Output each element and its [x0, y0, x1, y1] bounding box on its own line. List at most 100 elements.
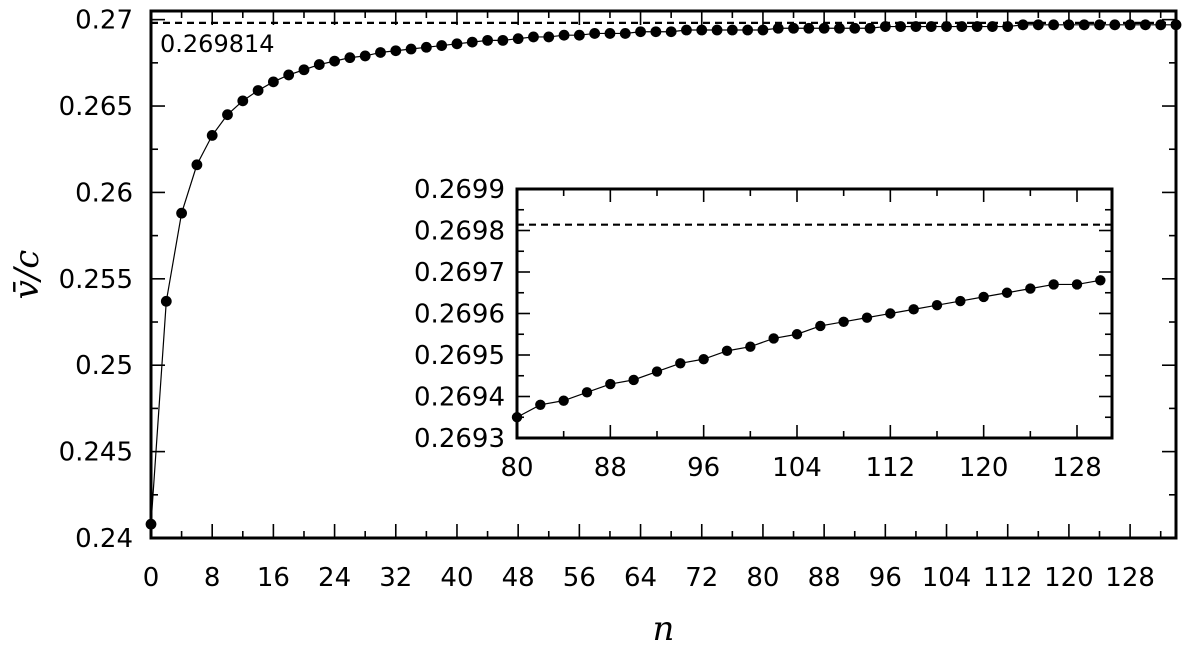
- data-point: [1071, 279, 1083, 290]
- data-point: [558, 395, 569, 406]
- y-tick-label: 0.26: [75, 178, 133, 208]
- data-point: [978, 291, 989, 303]
- data-point: [390, 45, 402, 57]
- data-point: [191, 159, 203, 171]
- data-point: [466, 36, 478, 48]
- data-point: [803, 22, 815, 34]
- data-point: [237, 95, 249, 107]
- data-point: [420, 41, 432, 53]
- y-tick-label: 0.2693: [414, 424, 505, 454]
- y-tick-label: 0.2699: [414, 175, 505, 205]
- data-point: [589, 28, 601, 39]
- data-point: [698, 353, 709, 365]
- data-point: [1095, 275, 1106, 286]
- data-point: [344, 52, 356, 64]
- main-tick-labels: 0 8 16 24 32 40 48 56 64 72 80 88 96 104 112 120 128 0.24…: [59, 6, 1155, 593]
- data-point: [573, 29, 585, 41]
- data-point: [711, 24, 723, 36]
- x-tick-label: 64: [624, 563, 657, 593]
- data-point: [1048, 279, 1059, 290]
- y-tick-label: 0.24: [75, 524, 133, 554]
- x-tick-label: 0: [143, 563, 160, 593]
- x-tick-label: 40: [440, 563, 473, 593]
- data-point: [1032, 19, 1044, 31]
- data-point: [558, 29, 570, 41]
- x-tick-label: 16: [257, 563, 290, 593]
- data-point: [1109, 19, 1121, 31]
- reference-value-label: 0.269814: [160, 30, 275, 58]
- inset-data-points: [511, 275, 1106, 423]
- data-point: [619, 28, 631, 39]
- data-point: [359, 50, 371, 62]
- data-point: [742, 24, 754, 36]
- data-point: [757, 24, 769, 36]
- data-point: [768, 333, 779, 344]
- data-point: [436, 40, 448, 51]
- data-point: [160, 295, 172, 307]
- data-point: [864, 22, 876, 34]
- data-point: [313, 59, 325, 70]
- x-tick-label: 104: [772, 453, 822, 483]
- x-tick-label: 72: [685, 563, 718, 593]
- data-point: [1140, 19, 1151, 31]
- data-point: [861, 312, 873, 323]
- data-point: [834, 22, 845, 34]
- data-point: [791, 329, 803, 340]
- x-tick-label: 80: [500, 453, 533, 483]
- data-point: [1078, 19, 1090, 31]
- data-point: [1155, 19, 1167, 31]
- x-tick-label: 56: [563, 563, 596, 593]
- main-plot-frame: [149, 9, 1178, 540]
- data-point: [222, 109, 233, 121]
- data-point: [535, 399, 546, 410]
- y-tick-label: 0.2698: [414, 217, 505, 247]
- y-tick-label: 0.27: [75, 6, 133, 36]
- x-axis-label: n: [653, 609, 675, 649]
- data-point: [696, 24, 708, 36]
- data-point: [675, 358, 686, 369]
- data-point: [885, 308, 896, 319]
- x-tick-label: 128: [1052, 453, 1102, 483]
- y-tick-label: 0.2696: [414, 300, 505, 330]
- data-point: [176, 207, 187, 219]
- data-point: [329, 55, 340, 67]
- data-point: [604, 28, 616, 39]
- data-point: [252, 85, 264, 96]
- data-point: [283, 69, 295, 81]
- data-point: [772, 22, 784, 34]
- x-tick-label: 120: [959, 453, 1009, 483]
- y-axis-label: v̄/c: [7, 250, 47, 300]
- inset-background: [517, 189, 1112, 438]
- x-tick-label: 128: [1105, 563, 1155, 593]
- data-point: [665, 26, 677, 38]
- main-data-points: [145, 19, 1182, 530]
- data-point: [1001, 287, 1013, 298]
- data-point: [512, 33, 524, 45]
- data-point: [721, 345, 733, 357]
- y-tick-label: 0.2694: [414, 383, 505, 413]
- x-tick-label: 32: [379, 563, 412, 593]
- inset-tick-labels: 80 88 96 104 112 120 128 0.2693 0.2694 0.2695 0.26…: [414, 175, 1102, 483]
- data-point: [1025, 283, 1036, 294]
- y-tick-label: 0.265: [59, 92, 133, 122]
- x-tick-label: 48: [502, 563, 535, 593]
- data-point: [788, 22, 799, 34]
- x-tick-label: 24: [318, 563, 351, 593]
- data-point: [635, 26, 646, 38]
- data-point: [838, 316, 849, 327]
- data-point: [375, 47, 386, 58]
- x-tick-label: 96: [869, 563, 902, 593]
- data-point: [528, 31, 539, 43]
- data-point: [267, 76, 279, 88]
- x-tick-label: 112: [866, 453, 916, 483]
- data-point: [681, 24, 692, 36]
- data-point: [955, 295, 966, 307]
- y-tick-label: 0.25: [75, 351, 133, 381]
- data-point: [482, 34, 493, 46]
- y-tick-label: 0.2695: [414, 341, 505, 371]
- data-point: [581, 387, 593, 398]
- data-point: [206, 130, 218, 141]
- data-point: [1063, 19, 1075, 31]
- data-point: [849, 22, 861, 34]
